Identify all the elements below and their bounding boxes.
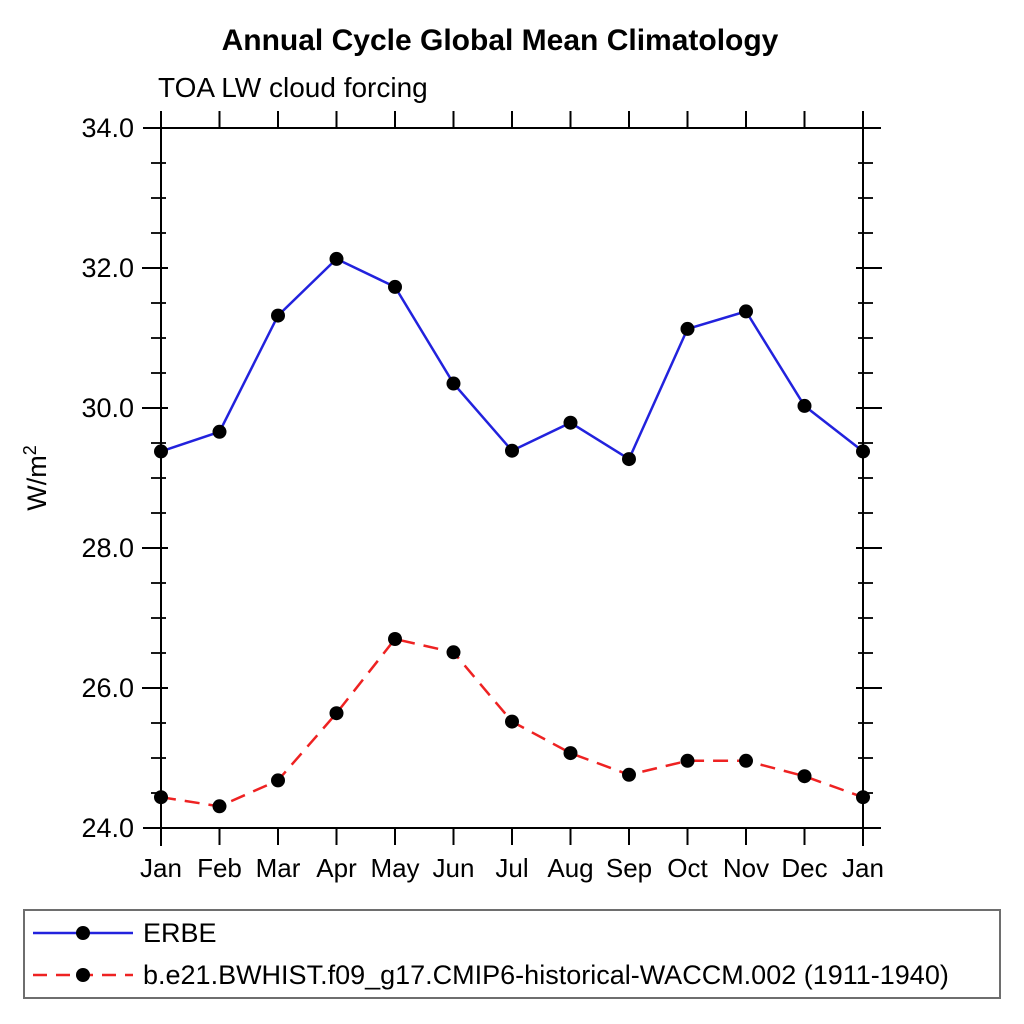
data-point-0-Jan	[154, 444, 168, 459]
x-tick-label: Apr	[316, 853, 357, 883]
x-tick-label: Jan	[842, 853, 884, 883]
data-point-0-Mar	[271, 308, 285, 323]
y-tick-label: 26.0	[81, 673, 134, 703]
legend-label-model: b.e21.BWHIST.f09_g17.CMIP6-historical-WA…	[143, 959, 949, 990]
x-tick-label: May	[370, 853, 419, 883]
data-point-0-Jun	[446, 376, 461, 391]
chart-title: Annual Cycle Global Mean Climatology	[221, 24, 779, 57]
x-tick-label: Sep	[606, 853, 652, 883]
data-point-0-Jul	[505, 443, 519, 458]
data-point-1-Nov	[739, 753, 753, 768]
data-point-0-May	[388, 279, 402, 294]
y-tick-label: 28.0	[81, 533, 134, 563]
legend-sample-dashed-line	[33, 968, 133, 982]
y-tick-label: 32.0	[81, 253, 134, 283]
data-point-0-Oct	[680, 321, 695, 336]
y-tick-label: 34.0	[81, 113, 134, 143]
data-point-1-Oct	[680, 753, 695, 768]
data-point-1-Jan	[856, 790, 870, 805]
x-tick-label: Nov	[723, 853, 769, 883]
x-tick-label: Jan	[140, 853, 182, 883]
data-point-0-Dec	[797, 398, 812, 413]
y-tick-label: 24.0	[81, 813, 134, 843]
data-point-1-Jun	[446, 645, 461, 660]
data-point-0-Jan	[856, 444, 870, 459]
series-line-0	[160, 257, 864, 461]
x-tick-label: Feb	[197, 853, 242, 883]
data-point-1-Feb	[212, 799, 227, 814]
data-point-0-Apr	[329, 251, 344, 266]
data-point-0-Feb	[212, 424, 227, 439]
data-point-0-Nov	[739, 304, 753, 319]
x-tick-label: Dec	[781, 853, 827, 883]
y-axis-label: W/m2	[20, 445, 52, 511]
data-point-1-Aug	[563, 746, 578, 761]
legend-label-erbe: ERBE	[143, 917, 217, 948]
legend-sample-solid-line	[33, 926, 133, 940]
legend: ERBE b.e21.BWHIST.f09_g17.CMIP6-historic…	[23, 909, 1001, 999]
data-point-0-Aug	[563, 415, 578, 430]
data-point-1-Apr	[329, 706, 344, 721]
legend-row-erbe: ERBE	[30, 912, 999, 954]
data-point-1-Jul	[505, 714, 519, 729]
x-tick-label: Mar	[256, 853, 301, 883]
data-point-1-Jan	[154, 790, 168, 805]
y-tick-label: 30.0	[81, 393, 134, 423]
data-point-1-Sep	[622, 767, 636, 782]
chart-svg: 24.0 26.0 28.0 30.0 32.0 34.0 Jan Feb Mar Apr May J…	[20, 111, 884, 883]
data-point-1-May	[388, 632, 402, 646]
data-point-0-Sep	[622, 452, 636, 467]
x-tick-label: Oct	[667, 853, 708, 883]
chart-subtitle: TOA LW cloud forcing	[158, 72, 428, 103]
legend-row-model: b.e21.BWHIST.f09_g17.CMIP6-historical-WA…	[30, 954, 999, 996]
legend-marker-1	[76, 968, 90, 982]
data-point-1-Mar	[271, 773, 285, 788]
x-tick-label: Aug	[547, 853, 593, 883]
data-point-1-Dec	[797, 769, 812, 784]
legend-marker-0	[76, 926, 90, 940]
x-tick-label: Jul	[495, 853, 528, 883]
x-tick-label: Jun	[433, 853, 475, 883]
